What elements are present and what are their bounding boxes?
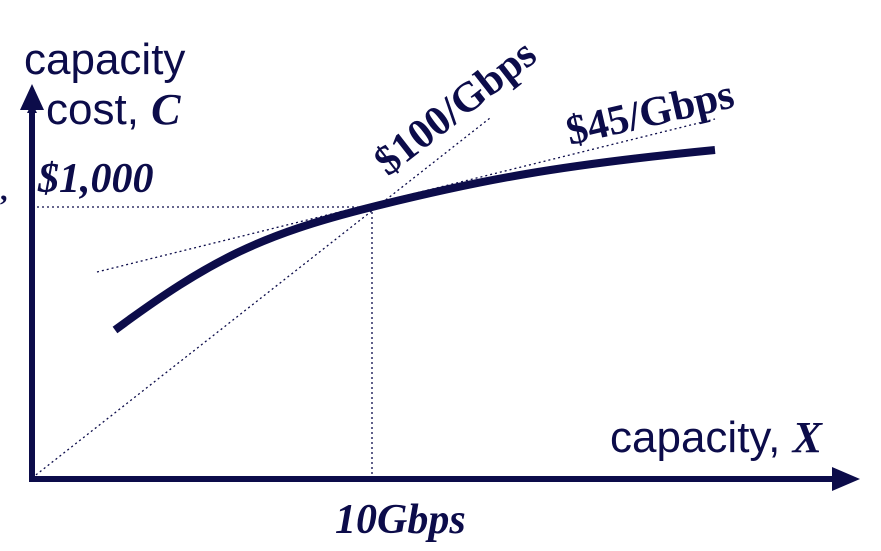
y-axis-title-line1: capacity	[24, 35, 185, 84]
shallow-slope-label: $45/Gbps	[562, 72, 738, 155]
left-edge-comma: ,	[0, 174, 8, 207]
x-axis-title-prefix: capacity,	[610, 413, 793, 462]
y-axis-title-line2: cost, C	[46, 85, 181, 134]
y-axis-title-prefix: cost,	[46, 85, 151, 134]
y-axis-variable: C	[151, 85, 181, 134]
x-value-label: 10Gbps	[335, 497, 466, 543]
x-axis-title: capacity, X	[610, 413, 824, 462]
y-axis-arrowhead	[20, 84, 44, 110]
y-value-label: $1,000	[37, 156, 154, 202]
slope-line-steep	[31, 117, 491, 479]
slope-line-shallow	[96, 118, 716, 273]
steep-slope-label: $100/Gbps	[366, 31, 545, 185]
x-axis-variable: X	[791, 413, 824, 462]
cost-curve	[112, 146, 716, 334]
x-axis-arrowhead	[832, 467, 860, 491]
